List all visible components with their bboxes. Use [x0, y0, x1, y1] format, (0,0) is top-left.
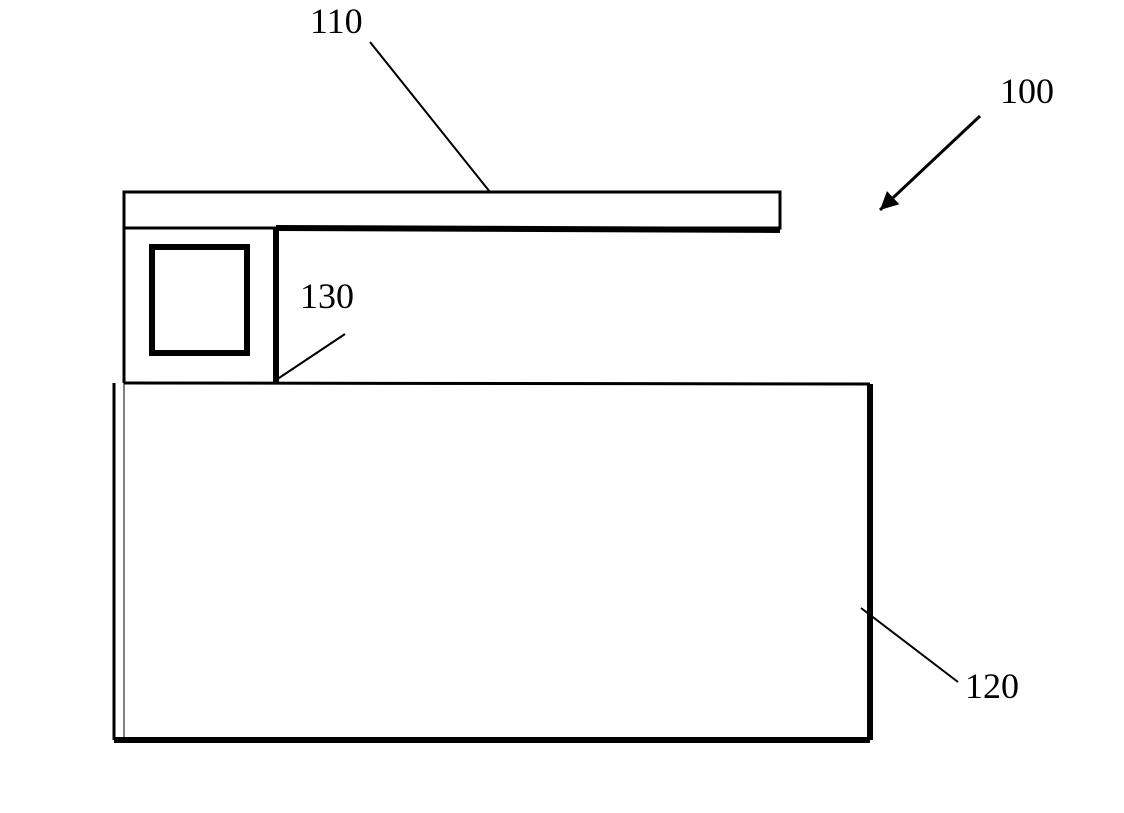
inner-square-outline [150, 245, 249, 355]
label-130: 130 [300, 275, 354, 317]
lead-130 [276, 334, 345, 380]
label-100: 100 [1000, 70, 1054, 112]
main-body-top [124, 383, 870, 384]
lead-110 [370, 42, 490, 192]
lead-120 [861, 608, 958, 682]
top-bar [124, 192, 780, 228]
label-110: 110 [310, 0, 363, 42]
diagram-canvas [0, 0, 1124, 813]
inner-square [152, 247, 247, 353]
label-120: 120 [965, 665, 1019, 707]
arrow-100-shaft [880, 116, 980, 210]
notch-horizontal [276, 228, 780, 230]
